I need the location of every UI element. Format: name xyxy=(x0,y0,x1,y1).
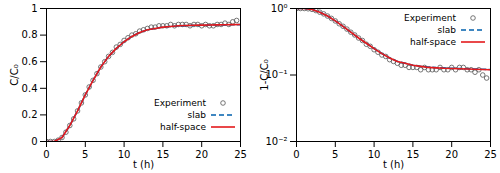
svg-text:20: 20 xyxy=(445,149,458,160)
svg-text:0: 0 xyxy=(31,136,37,147)
svg-text:15: 15 xyxy=(157,149,170,160)
svg-text:25: 25 xyxy=(234,149,247,160)
svg-text:t (h): t (h) xyxy=(133,159,154,170)
html-text:slab: slab xyxy=(187,110,206,120)
svg-text:0.6: 0.6 xyxy=(22,56,38,67)
svg-text:C/C₀: C/C₀ xyxy=(9,64,20,85)
svg-text:0.2: 0.2 xyxy=(22,109,38,120)
html-text:Experiment: Experiment xyxy=(404,13,456,23)
svg-text:1-C/C₀: 1-C/C₀ xyxy=(259,59,270,90)
svg-text:10⁻²: 10⁻² xyxy=(265,136,287,147)
html-text:half-space: half-space xyxy=(410,37,456,47)
svg-text:10⁻¹: 10⁻¹ xyxy=(265,69,288,81)
html-text:Experiment: Experiment xyxy=(154,98,206,108)
svg-text:25: 25 xyxy=(484,149,497,160)
svg-text:20: 20 xyxy=(195,149,208,160)
svg-text:0.8: 0.8 xyxy=(22,29,38,40)
html-text:half-space: half-space xyxy=(160,122,206,132)
html-text:slab: slab xyxy=(437,25,456,35)
svg-text:1: 1 xyxy=(31,3,37,14)
svg-text:0.4: 0.4 xyxy=(22,83,38,94)
svg-text:5: 5 xyxy=(82,149,88,160)
svg-text:0: 0 xyxy=(43,149,49,160)
svg-text:10: 10 xyxy=(118,149,131,160)
svg-text:t (h): t (h) xyxy=(383,159,404,170)
svg-text:0: 0 xyxy=(293,149,299,160)
svg-text:10⁰: 10⁰ xyxy=(271,3,288,14)
svg-text:10: 10 xyxy=(368,149,381,160)
svg-text:5: 5 xyxy=(332,149,338,160)
svg-text:15: 15 xyxy=(407,149,420,160)
